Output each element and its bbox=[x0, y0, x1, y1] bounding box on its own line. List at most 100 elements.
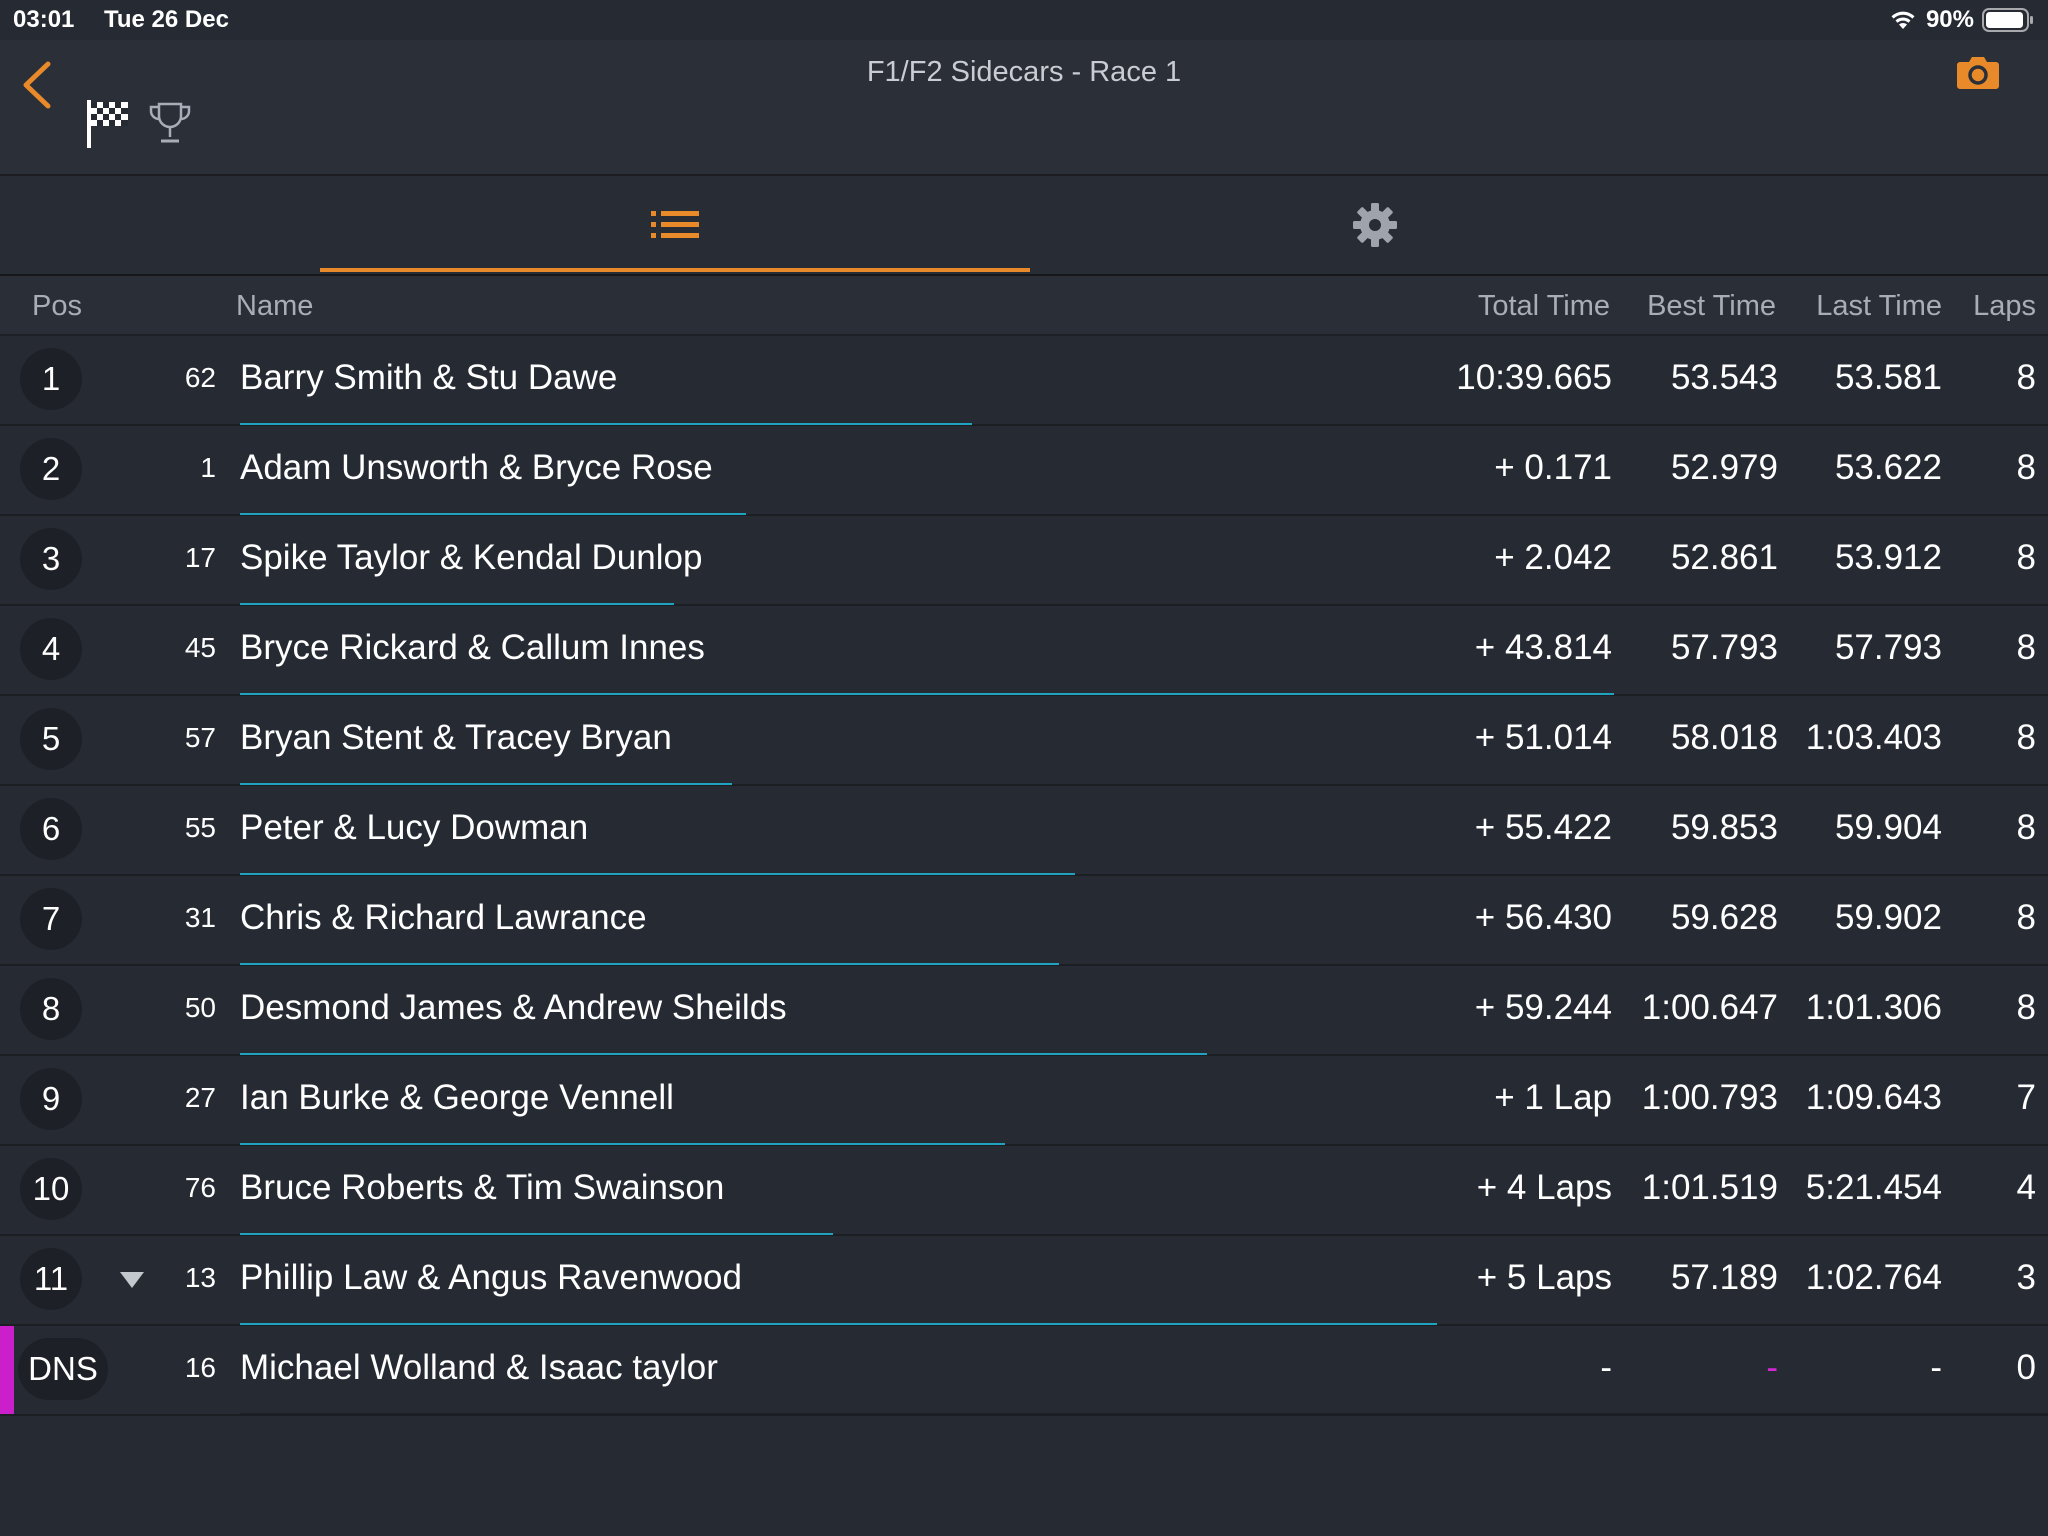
total-time: + 56.430 bbox=[1474, 898, 1612, 937]
laps-count: 8 bbox=[2016, 358, 2036, 397]
race-number: 27 bbox=[184, 1082, 216, 1113]
lap-progress-bar bbox=[240, 423, 972, 425]
position-badge: 4 bbox=[20, 618, 82, 680]
best-time: 52.861 bbox=[1670, 538, 1778, 577]
position-badge: 7 bbox=[20, 888, 82, 950]
total-time: + 55.422 bbox=[1474, 808, 1612, 847]
position-badge: 6 bbox=[20, 798, 82, 860]
tab-results-list[interactable] bbox=[320, 176, 1030, 274]
table-row[interactable]: 5 57 Bryan Stent & Tracey Bryan + 51.014… bbox=[0, 696, 2048, 786]
best-time: 58.018 bbox=[1670, 718, 1778, 757]
header: F1/F2 Sidecars - Race 1 bbox=[0, 40, 2048, 176]
chevron-left-icon bbox=[23, 61, 51, 109]
table-row[interactable]: 1 62 Barry Smith & Stu Dawe 10:39.665 53… bbox=[0, 336, 2048, 426]
status-time: 03:01 bbox=[13, 6, 75, 33]
status-bar: 03:01 Tue 26 Dec 90% bbox=[0, 0, 2048, 40]
lap-progress-bar bbox=[240, 1053, 1207, 1055]
race-number: 62 bbox=[184, 362, 216, 393]
competitor-name: Phillip Law & Angus Ravenwood bbox=[240, 1258, 742, 1297]
table-row[interactable]: 11 13 Phillip Law & Angus Ravenwood + 5 … bbox=[0, 1236, 2048, 1326]
last-time: 1:02.764 bbox=[1805, 1258, 1942, 1297]
column-header-laps[interactable]: Laps bbox=[1973, 290, 2036, 322]
page-title: F1/F2 Sidecars - Race 1 bbox=[866, 56, 1182, 88]
table-row[interactable]: DNS 16 Michael Wolland & Isaac taylor - … bbox=[0, 1326, 2048, 1416]
table-row[interactable]: 9 27 Ian Burke & George Vennell + 1 Lap … bbox=[0, 1056, 2048, 1146]
total-time: + 1 Lap bbox=[1494, 1078, 1612, 1117]
position-badge: 1 bbox=[20, 348, 82, 410]
best-time: 59.628 bbox=[1670, 898, 1778, 937]
column-header-name[interactable]: Name bbox=[236, 290, 314, 322]
table-row[interactable]: 3 17 Spike Taylor & Kendal Dunlop + 2.04… bbox=[0, 516, 2048, 606]
competitor-name: Peter & Lucy Dowman bbox=[240, 808, 589, 847]
laps-count: 8 bbox=[2016, 628, 2036, 667]
race-number: 31 bbox=[184, 902, 216, 933]
total-time: 10:39.665 bbox=[1456, 358, 1612, 397]
position-down-icon bbox=[120, 1272, 144, 1288]
laps-count: 8 bbox=[2016, 808, 2036, 847]
table-row[interactable]: 10 76 Bruce Roberts & Tim Swainson + 4 L… bbox=[0, 1146, 2048, 1236]
race-number: 45 bbox=[184, 632, 216, 663]
lap-progress-bar bbox=[240, 1143, 1005, 1145]
lap-progress-bar bbox=[240, 783, 732, 785]
lap-progress-bar bbox=[240, 513, 746, 515]
position-badge: 9 bbox=[20, 1068, 82, 1130]
tab-settings[interactable] bbox=[1030, 176, 1720, 274]
column-header-last-time[interactable]: Last Time bbox=[1816, 290, 1942, 322]
competitor-name: Michael Wolland & Isaac taylor bbox=[240, 1348, 718, 1387]
last-time: 59.902 bbox=[1834, 898, 1942, 937]
table-row[interactable]: 2 1 Adam Unsworth & Bryce Rose + 0.171 5… bbox=[0, 426, 2048, 516]
last-time: - bbox=[1930, 1348, 1942, 1387]
back-button[interactable] bbox=[18, 58, 58, 112]
laps-count: 8 bbox=[2016, 988, 2036, 1027]
wifi-icon bbox=[1891, 11, 1915, 29]
position-badge: 5 bbox=[20, 708, 82, 770]
laps-count: 8 bbox=[2016, 898, 2036, 937]
table-row[interactable]: 7 31 Chris & Richard Lawrance + 56.430 5… bbox=[0, 876, 2048, 966]
lap-progress-bar bbox=[240, 1233, 833, 1235]
trophy-icon[interactable] bbox=[148, 100, 192, 146]
competitor-name: Desmond James & Andrew Sheilds bbox=[240, 988, 787, 1027]
race-number: 50 bbox=[184, 992, 216, 1023]
best-time: 59.853 bbox=[1670, 808, 1778, 847]
status-date: Tue 26 Dec bbox=[104, 6, 229, 33]
best-time: 52.979 bbox=[1670, 448, 1778, 487]
position-badge: 10 bbox=[20, 1158, 82, 1220]
lap-progress-bar bbox=[240, 873, 1075, 875]
lap-progress-bar bbox=[240, 693, 1614, 695]
table-row[interactable]: 6 55 Peter & Lucy Dowman + 55.422 59.853… bbox=[0, 786, 2048, 876]
lap-progress-bar bbox=[240, 963, 1059, 965]
table-row[interactable]: 4 45 Bryce Rickard & Callum Innes + 43.8… bbox=[0, 606, 2048, 696]
total-time: + 43.814 bbox=[1474, 628, 1612, 667]
status-right: 90% bbox=[1888, 6, 2034, 34]
column-header-pos[interactable]: Pos bbox=[32, 290, 82, 322]
best-time: 1:00.793 bbox=[1641, 1078, 1778, 1117]
position-badge: 3 bbox=[20, 528, 82, 590]
race-number: 55 bbox=[184, 812, 216, 843]
race-number: 1 bbox=[200, 452, 216, 483]
laps-count: 8 bbox=[2016, 448, 2036, 487]
column-header-best-time[interactable]: Best Time bbox=[1647, 290, 1776, 322]
total-time: - bbox=[1600, 1348, 1612, 1387]
camera-button[interactable] bbox=[1956, 54, 2000, 95]
table-row[interactable]: 8 50 Desmond James & Andrew Sheilds + 59… bbox=[0, 966, 2048, 1056]
checkered-flag-icon[interactable] bbox=[86, 98, 132, 150]
last-time: 1:03.403 bbox=[1805, 718, 1942, 757]
laps-count: 8 bbox=[2016, 538, 2036, 577]
best-time: 1:01.519 bbox=[1641, 1168, 1778, 1207]
results-table: 1 62 Barry Smith & Stu Dawe 10:39.665 53… bbox=[0, 336, 2048, 1416]
race-number: 16 bbox=[184, 1352, 216, 1383]
competitor-name: Bryan Stent & Tracey Bryan bbox=[240, 718, 672, 757]
race-number: 17 bbox=[184, 542, 216, 573]
camera-icon bbox=[1957, 57, 1999, 89]
last-time: 5:21.454 bbox=[1805, 1168, 1942, 1207]
competitor-name: Ian Burke & George Vennell bbox=[240, 1078, 674, 1117]
lap-progress-bar bbox=[240, 603, 674, 605]
column-header-total-time[interactable]: Total Time bbox=[1477, 290, 1610, 322]
active-tab-indicator bbox=[320, 268, 1030, 272]
battery-icon bbox=[1982, 8, 2033, 32]
laps-count: 7 bbox=[2016, 1078, 2036, 1117]
competitor-name: Spike Taylor & Kendal Dunlop bbox=[240, 538, 703, 577]
last-time: 53.622 bbox=[1834, 448, 1942, 487]
competitor-name: Adam Unsworth & Bryce Rose bbox=[240, 448, 713, 487]
competitor-name: Barry Smith & Stu Dawe bbox=[240, 358, 618, 397]
